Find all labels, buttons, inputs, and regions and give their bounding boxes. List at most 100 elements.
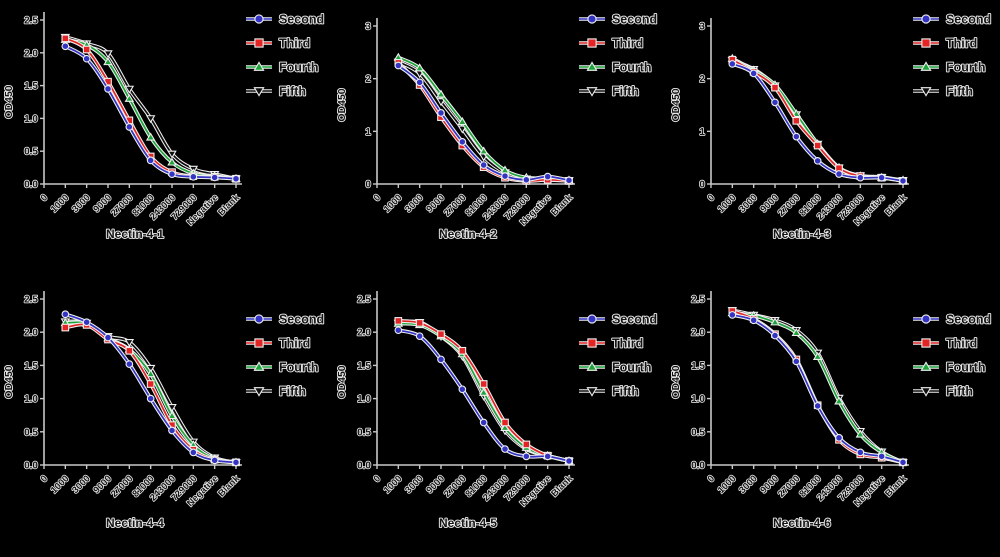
chart-canvas: 0.00.51.01.52.02.5OD45001000300090002700… [670,290,992,530]
panel-title: Nectin-4-3 [773,227,831,241]
data-point-marker [82,317,91,326]
data-point-marker [522,440,531,448]
square-icon [587,337,597,348]
y-tick-label: 3 [699,22,705,33]
legend-label: Second [612,312,657,326]
circle-icon [587,14,597,24]
data-point-marker [436,89,447,98]
data-point-marker [898,176,907,185]
chart-panel-nectin-4-5: 0.0 0.5 1.0 1.5 2.0 2.5 OD450 0 1000 3000 9000 2700… [333,279,666,557]
data-point-marker [189,448,198,456]
y-tick-label: 1 [699,127,705,138]
y-tick-label: 2.0 [691,327,705,338]
y-tick-label: 1.0 [24,394,38,405]
data-point-marker [458,138,467,146]
data-point-marker [61,323,70,331]
data-point-marker [104,333,112,341]
series-fourth [60,317,241,466]
y-axis-ticks: 0.0 0.5 1.0 1.5 2.0 2.5 [23,15,44,191]
y-tick-label: 1.0 [357,394,371,405]
legend-label: Fifth [612,384,639,398]
circle-icon [921,313,931,324]
data-point-marker [145,368,156,377]
legend-item-fifth: Fifth [245,383,307,399]
data-point-marker [856,448,864,456]
triangle-down-icon [253,386,265,397]
x-tick-label: 1000 [49,192,72,215]
circle-icon [921,14,931,24]
legend: Second Third Fourth Fifth [245,311,325,399]
data-point-marker [437,109,446,117]
circle-icon [587,313,597,324]
data-point-marker [813,401,822,410]
data-point-marker [834,170,843,178]
y-tick-label: 2 [366,74,372,85]
y-axis-title: OD450 [4,365,15,398]
data-point-marker [770,83,779,92]
y-tick-label: 0.0 [357,460,371,471]
data-point-marker [833,395,844,404]
y-tick-label: 3 [366,22,372,33]
chart-canvas: 0.00.51.01.52.02.5OD45001000300090002700… [3,12,325,242]
series-fourth [727,307,908,466]
y-tick-label: 0.5 [24,427,38,438]
legend-item-fifth: Fifth [579,383,640,399]
legend-item-third: Third [912,36,978,51]
triangle-up-icon [586,61,598,71]
x-tick-label: 0 [705,473,717,485]
legend-label: Third [279,336,310,350]
triangle-down-icon [920,386,932,397]
data-point-marker [792,132,800,141]
data-point-marker [480,418,488,426]
legend-label: Second [612,13,657,27]
series-line-halo [63,322,238,464]
y-axis-ticks: 0.0 0.5 1.0 1.5 2.0 2.5 [357,293,378,472]
series-fifth [60,317,241,467]
circle-icon [254,14,264,24]
y-axis-title: OD450 [671,365,682,398]
x-tick-label: 27000 [109,473,135,499]
y-axis-ticks: 0.0 0.5 1.0 1.5 2.0 2.5 [23,293,44,472]
square-icon [587,38,597,48]
x-tick-label: 27000 [776,473,802,499]
legend-label: Fourth [946,360,986,374]
series-line-halo [730,310,905,464]
data-point-marker [168,170,176,179]
data-point-marker [792,357,800,365]
data-point-marker [125,346,134,355]
y-tick-label: 1.5 [24,360,38,371]
series-group [393,316,575,466]
y-tick-label: 0.0 [24,179,38,190]
square-icon [921,337,931,348]
x-tick-label: 3000 [737,473,760,496]
legend-label: Second [946,312,991,326]
series-third [394,316,574,465]
data-point-marker [146,156,155,165]
data-point-marker [458,384,467,393]
data-point-marker [125,123,134,131]
data-point-marker [813,156,822,165]
legend-item-fifth: Fifth [245,84,307,99]
series-line [65,323,237,463]
legend-item-third: Third [579,335,644,351]
series-line-halo [63,319,238,464]
legend-item-fourth: Fourth [579,60,653,75]
data-point-marker [458,346,467,355]
data-point-marker [791,327,801,336]
legend-label: Fourth [279,61,319,75]
data-point-marker [480,379,488,388]
y-tick-label: 2.0 [24,327,38,338]
data-point-marker [898,457,907,466]
legend-item-fifth: Fifth [912,383,974,399]
x-tick-label: Blank [216,192,243,219]
triangle-down-icon [253,87,265,97]
data-point-marker [394,325,403,334]
data-point-marker [394,61,403,70]
chart-panel-nectin-4-3: 0 1 2 3 OD450 0 1000 3000 9000 27000 81000 243000 72… [667,0,1000,279]
x-tick-label: 0 [372,473,384,485]
legend-item-fourth: Fourth [912,60,986,75]
series-line-halo [63,311,238,464]
axes [43,12,242,185]
y-tick-label: 2.5 [357,294,371,305]
